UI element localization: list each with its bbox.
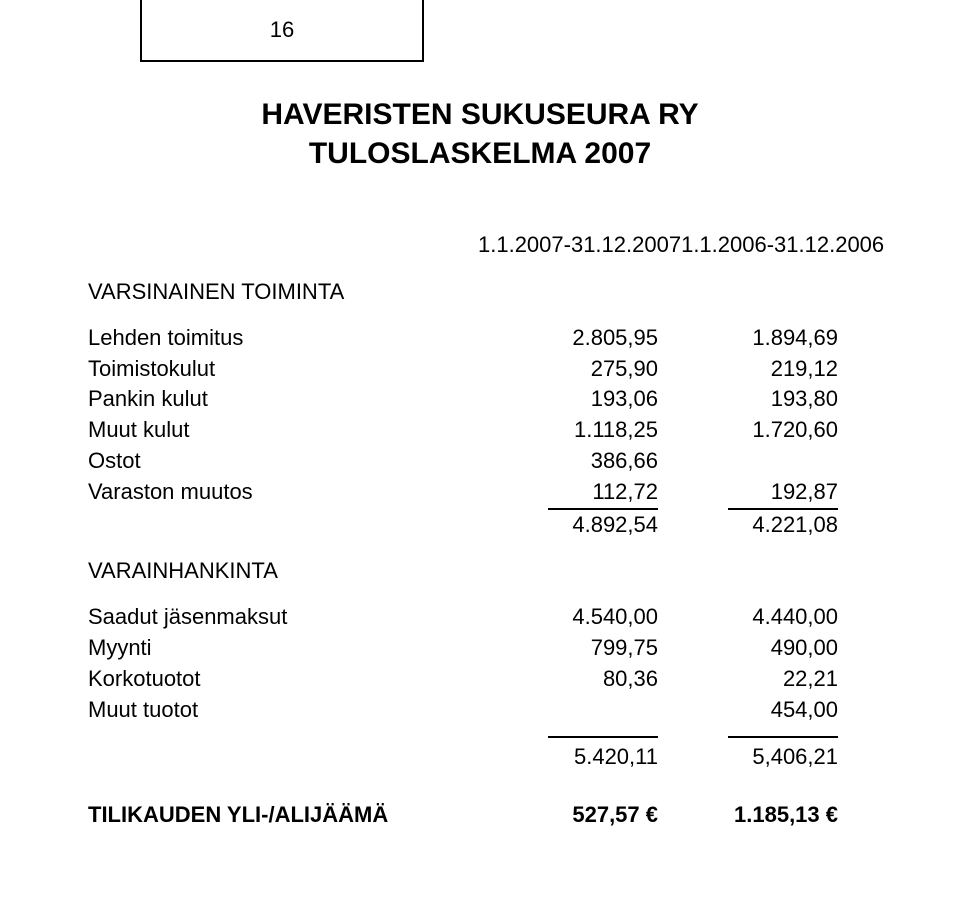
table-row: Ostot 386,66: [88, 446, 872, 477]
period-header-1: 1.1.2007-31.12.2007: [478, 230, 681, 261]
row-label: Pankin kulut: [88, 384, 478, 415]
table-row: Pankin kulut 193,06 193,80: [88, 384, 872, 415]
row-value-1: 80,36: [478, 664, 658, 695]
section-heading-1: VARSINAINEN TOIMINTA: [88, 279, 872, 305]
sum-rule: [548, 736, 658, 738]
income-statement: 1.1.2007-31.12.2007 1.1.2006-31.12.2006 …: [88, 230, 872, 831]
row-value-1: 275,90: [478, 354, 658, 385]
row-value-1: 4.540,00: [478, 602, 658, 633]
row-label: Varaston muutos: [88, 477, 478, 510]
table-row: Saadut jäsenmaksut 4.540,00 4.440,00: [88, 602, 872, 633]
row-value-1: 799,75: [478, 633, 658, 664]
row-value-2: 219,12: [658, 354, 838, 385]
row-value-2: 192,87: [658, 477, 838, 510]
row-value-2-text: 192,87: [728, 477, 838, 510]
title-block: HAVERISTEN SUKUSEURA RY TULOSLASKELMA 20…: [88, 95, 872, 173]
subtotal-row: 5.420,11 5,406,21: [88, 742, 872, 773]
section-heading-1-text: VARSINAINEN TOIMINTA: [88, 279, 344, 304]
section-heading-2-text: VARAINHANKINTA: [88, 558, 278, 583]
table-row: Korkotuotot 80,36 22,21: [88, 664, 872, 695]
row-label: Myynti: [88, 633, 478, 664]
title-line-1: HAVERISTEN SUKUSEURA RY: [88, 95, 872, 134]
row-label: Korkotuotot: [88, 664, 478, 695]
row-label: Muut kulut: [88, 415, 478, 446]
page-number-box: 16: [140, 0, 424, 62]
result-label: TILIKAUDEN YLI-/ALIJÄÄMÄ: [88, 800, 478, 831]
row-value-1: 2.805,95: [478, 323, 658, 354]
subtotal-value-2: 4.221,08: [658, 510, 838, 541]
sum-rule: [728, 736, 838, 738]
row-value-2: 4.440,00: [658, 602, 838, 633]
row-label: Lehden toimitus: [88, 323, 478, 354]
row-label: Muut tuotot: [88, 695, 478, 726]
row-value-2: 454,00: [658, 695, 838, 726]
result-row: TILIKAUDEN YLI-/ALIJÄÄMÄ 527,57 € 1.185,…: [88, 800, 872, 831]
subtotal-value-2: 5,406,21: [658, 742, 838, 773]
table-row: Muut kulut 1.118,25 1.720,60: [88, 415, 872, 446]
row-value-1: [478, 695, 658, 726]
row-value-1: 112,72: [478, 477, 658, 510]
row-value-1-text: 112,72: [548, 477, 658, 510]
row-value-1: 193,06: [478, 384, 658, 415]
table-row: Varaston muutos 112,72 192,87: [88, 477, 872, 510]
row-value-2: 1.720,60: [658, 415, 838, 446]
result-value-1: 527,57 €: [478, 800, 658, 831]
row-value-2: 490,00: [658, 633, 838, 664]
row-label: Toimistokulut: [88, 354, 478, 385]
row-value-2: [658, 446, 838, 477]
row-label: Ostot: [88, 446, 478, 477]
row-value-1: 1.118,25: [478, 415, 658, 446]
title-line-2: TULOSLASKELMA 2007: [88, 134, 872, 173]
row-value-1: 386,66: [478, 446, 658, 477]
table-row: Myynti 799,75 490,00: [88, 633, 872, 664]
row-value-2: 22,21: [658, 664, 838, 695]
table-row: Muut tuotot 454,00: [88, 695, 872, 726]
row-label: Saadut jäsenmaksut: [88, 602, 478, 633]
result-value-2: 1.185,13 €: [658, 800, 838, 831]
table-row: Lehden toimitus 2.805,95 1.894,69: [88, 323, 872, 354]
subtotal-value-1: 5.420,11: [478, 742, 658, 773]
subtotal-value-1: 4.892,54: [478, 510, 658, 541]
period-header-2: 1.1.2006-31.12.2006: [681, 230, 884, 261]
subtotal-row: 4.892,54 4.221,08: [88, 510, 872, 541]
row-value-2: 193,80: [658, 384, 838, 415]
table-row: Toimistokulut 275,90 219,12: [88, 354, 872, 385]
rule-row: [88, 732, 872, 742]
section-heading-2: VARAINHANKINTA: [88, 558, 872, 584]
page-number: 16: [270, 17, 294, 43]
row-value-2: 1.894,69: [658, 323, 838, 354]
